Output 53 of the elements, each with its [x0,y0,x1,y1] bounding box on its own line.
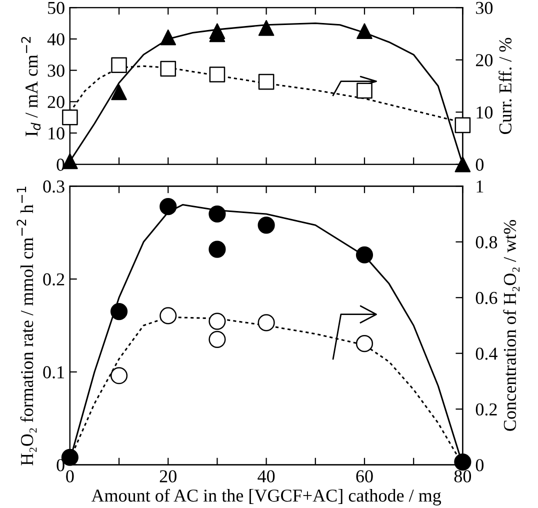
point [110,303,128,320]
point [258,74,274,90]
point [258,314,275,332]
point [454,453,472,471]
point [160,60,176,77]
point [454,156,471,172]
y2-tick-label: 0.2 [476,403,497,416]
point [208,330,226,348]
point [110,367,128,384]
point [208,240,226,258]
x-tick-label: 20 [160,470,176,482]
y-tick-label: 30 [48,64,64,77]
x-tick-label: 0 [66,470,74,482]
y-tick-label: 10 [48,127,64,140]
point [356,23,372,40]
x-axis-title: Amount of AC in the [VGCF+AC] cathode / mg [91,488,442,506]
point [356,335,374,352]
x-tick-label: 40 [258,470,275,482]
x-tick-label: 60 [356,470,373,482]
point [160,307,177,324]
y-tick-label: 0.1 [43,366,64,378]
point [160,198,177,216]
point [160,29,176,46]
y2-tick-label: 20 [476,54,493,66]
point [62,109,78,126]
point [454,117,471,134]
y-tick-label: 50 [48,2,64,14]
y2-axis-title: Concentration of H₂O₂ / wt% [503,220,520,431]
point [258,216,275,234]
y-tick-label: 0.2 [43,273,64,286]
y2-tick-label: 0.8 [476,236,498,248]
y2-tick-label: 0.6 [476,292,498,304]
y2-tick-label: 1 [476,180,484,192]
point [356,82,372,99]
point [356,246,374,264]
point [208,312,226,330]
point [258,20,274,36]
point [111,57,127,74]
y-axis-title: H₂O₂ formation rate / mmol cm$^{−2}$ h$^{−1}$ [16,186,37,466]
y2-tick-label: 0.4 [476,348,498,360]
y2-tick-label: 10 [476,106,493,119]
y2-axis-title: Curr. Eff. / % [498,38,512,134]
y2-tick-label: 0 [476,459,484,472]
point [209,66,226,82]
y2-tick-label: 30 [476,2,493,14]
y-axis-title: I$_{d}$ / mA cm$^{−2}$ [21,36,41,136]
y-tick-label: 40 [47,33,64,46]
point [111,84,127,100]
y-tick-label: 20 [48,96,64,108]
point [208,205,226,223]
y-tick-label: 0.3 [43,180,64,193]
y2-tick-label: 0 [476,158,484,171]
x-tick-label: 80 [454,470,472,482]
